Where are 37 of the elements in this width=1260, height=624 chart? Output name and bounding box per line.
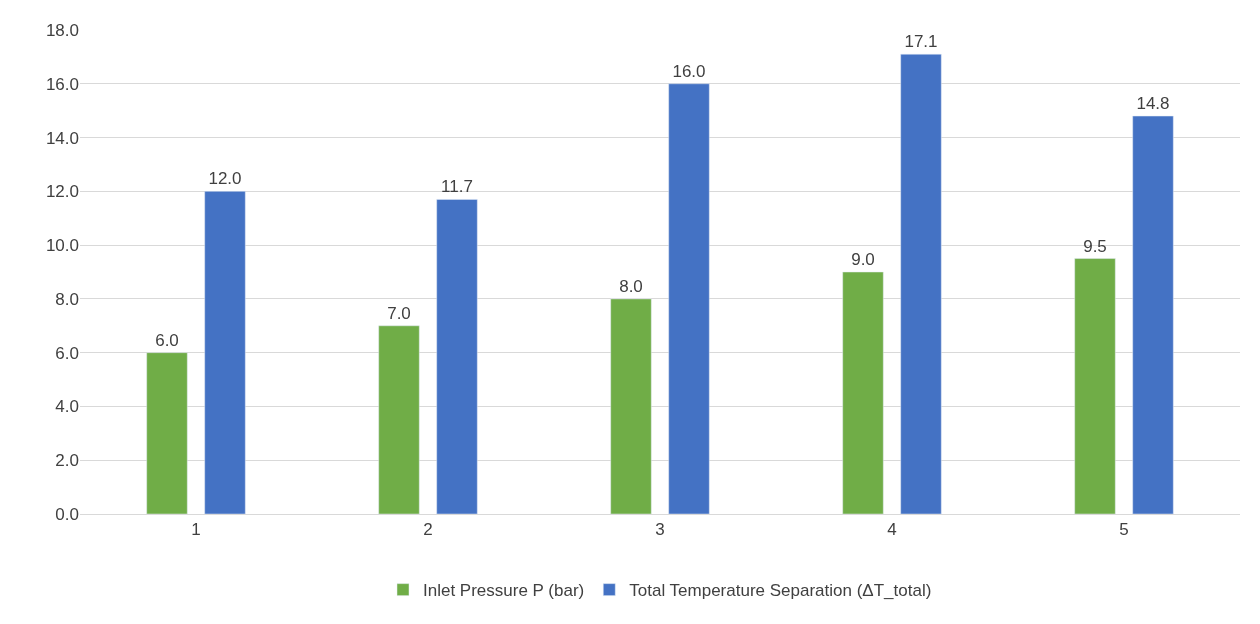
- y-tick-label: 6.0: [55, 343, 79, 363]
- data-label: 14.8: [1136, 94, 1170, 114]
- y-tick-label: 0.0: [55, 504, 79, 524]
- y-tick-label: 16.0: [45, 74, 79, 94]
- data-label: 17.1: [904, 32, 938, 52]
- bar: [146, 352, 188, 514]
- bar: [1132, 115, 1174, 514]
- bar: [436, 199, 478, 514]
- x-tick-label: 1: [191, 520, 201, 540]
- bar: [842, 271, 884, 514]
- bar: [668, 83, 710, 514]
- y-tick-label: 4.0: [55, 397, 79, 417]
- data-label: 8.0: [619, 276, 643, 296]
- x-tick-label: 3: [655, 520, 665, 540]
- bar: [204, 191, 246, 514]
- data-label: 16.0: [672, 61, 706, 81]
- y-tick-label: 18.0: [45, 20, 79, 40]
- bar: [900, 53, 942, 514]
- bar: [378, 325, 420, 514]
- x-tick-label: 2: [423, 520, 433, 540]
- legend-label: Total Temperature Separation (ΔT_total): [629, 581, 932, 601]
- data-label: 12.0: [208, 169, 242, 189]
- y-tick-label: 14.0: [45, 128, 79, 148]
- data-label: 9.0: [851, 250, 875, 269]
- y-tick-label: 12.0: [45, 182, 79, 202]
- bar: [610, 298, 652, 514]
- y-tick-label: 10.0: [45, 236, 79, 256]
- data-label: 6.0: [155, 330, 179, 350]
- legend-label: Inlet Pressure P (bar): [423, 581, 585, 601]
- data-label: 9.5: [1083, 236, 1107, 256]
- y-tick-label: 8.0: [55, 289, 79, 309]
- y-tick-label: 2.0: [55, 451, 79, 471]
- x-tick-label: 4: [887, 520, 897, 540]
- data-label: 7.0: [387, 303, 411, 323]
- x-tick-label: 5: [1119, 520, 1129, 540]
- data-label: 11.7: [441, 177, 473, 197]
- bar: [1074, 258, 1116, 514]
